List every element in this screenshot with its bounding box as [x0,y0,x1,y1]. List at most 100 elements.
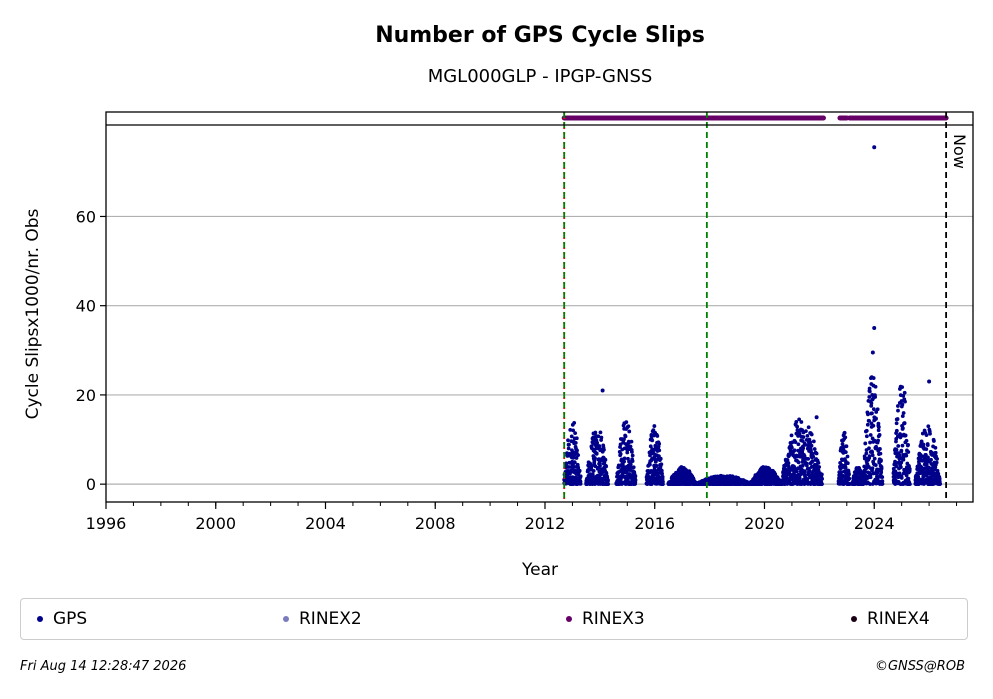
gps-point [843,435,848,440]
gps-point [566,438,570,443]
gps-point [594,451,599,456]
gps-point [806,456,811,461]
gps-point [817,465,822,469]
gps-point [935,468,940,473]
gps-point [571,428,576,433]
footer-credit: ©GNSS@ROB [874,659,965,674]
x-axis-ticks: 1996 2000 2004 2008 2012 2016 2020 2024 [86,502,958,533]
gps-point [894,428,899,433]
x-tick-label: 2008 [415,514,456,533]
footer-timestamp: Fri Aug 14 12:28:47 2026 [20,659,187,674]
gps-point [567,442,571,447]
gps-point [906,442,910,447]
gps-marker-icon [37,616,43,622]
gps-point [789,445,794,450]
gps-point [874,416,878,421]
gps-point [929,457,933,462]
gps-point [900,426,905,431]
gps-point [648,453,652,458]
gps-point [603,457,608,462]
gps-point [907,482,912,487]
gps-point [628,444,633,449]
gps-point [904,453,909,458]
gps-point [626,424,631,429]
gps-point [907,466,912,471]
gps-point [801,435,806,439]
grid-lines [106,215,973,485]
gps-point [919,439,924,444]
gps-point [593,456,597,460]
gps-point [629,439,634,444]
gps-point [599,435,604,440]
gps-point [926,465,931,470]
gps-point [924,447,929,451]
gps-point [880,481,885,486]
gps-point [871,407,876,412]
gps-point [901,411,906,415]
gps-point [870,450,875,455]
gps-point [802,442,807,447]
gps-point [868,440,872,445]
gps-point [796,442,801,447]
gps-point [805,433,810,438]
gps-point [797,431,802,436]
gps-point [810,459,815,464]
gps-point [814,451,819,456]
gps-point [903,433,908,438]
gps-point [793,440,798,445]
gps-point [575,448,579,453]
gps-point [566,465,571,469]
gps-point [805,477,810,481]
gps-point [596,434,601,439]
gps-point [814,415,819,420]
gps-point [597,475,602,480]
y-tick-label: 40 [76,297,96,316]
gps-point [804,463,809,468]
gps-point [658,456,663,461]
gps-point [924,473,929,478]
gps-point [845,461,850,466]
gps-point [873,384,878,389]
gps-point [816,460,821,465]
gps-point [659,468,664,473]
gps-point [794,420,799,424]
y-tick-label: 60 [76,207,96,226]
gps-point [933,450,938,455]
gps-point [624,420,629,425]
gps-point [845,454,850,459]
gps-point [847,472,851,476]
gps-point [879,466,884,471]
gps-point [574,436,579,441]
gps-point [926,424,931,429]
rinex2-marker-icon [283,616,289,622]
gps-point [604,464,609,469]
gps-point [623,434,628,439]
gps-point [801,446,806,451]
gps-point [657,441,662,446]
gps-point [842,430,847,435]
gps-point [904,438,909,443]
gps-point [901,455,906,460]
gps-point [626,476,631,481]
gps-point [627,429,632,434]
gps-point [921,472,926,477]
gps-point [867,395,872,399]
gps-point [576,453,581,458]
gps-point [867,386,872,391]
gps-point [880,479,885,484]
chart-title: Number of GPS Cycle Slips [375,23,705,48]
gps-point [800,463,805,468]
gps-point [839,470,844,475]
gps-point [868,472,873,477]
gps-point [926,455,930,460]
gps-point [806,425,811,430]
x-axis-label: Year [521,560,558,580]
gps-point [630,453,635,458]
gps-point [879,458,883,463]
gps-point [661,479,665,484]
gps-point [616,463,621,468]
gps-point [595,441,599,446]
gps-point [630,450,634,454]
gps-point [572,460,577,465]
